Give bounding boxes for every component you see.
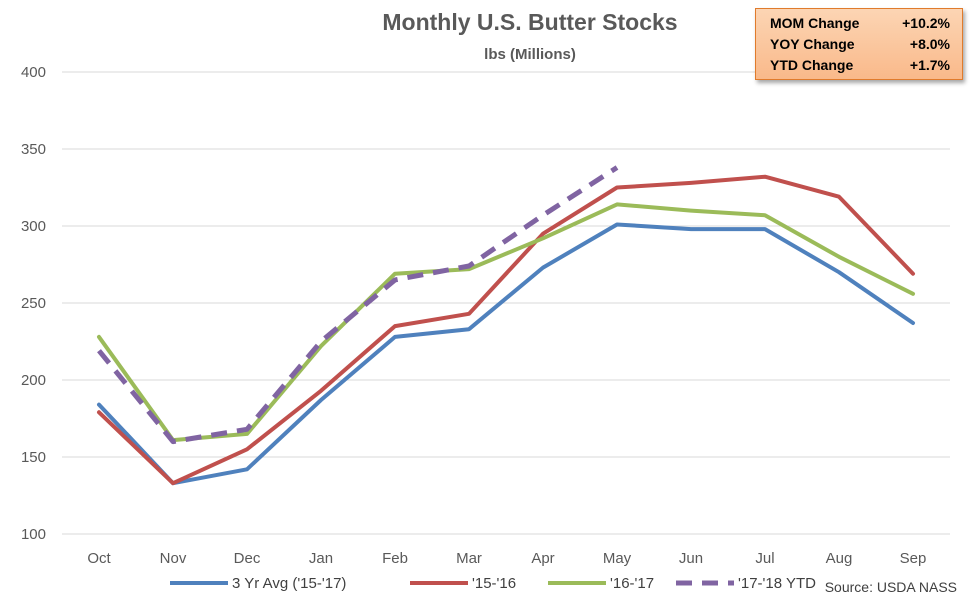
x-tick-label: Sep: [900, 550, 927, 567]
series-line-0: [97, 222, 915, 486]
stat-value: +10.2%: [902, 15, 950, 31]
stat-label: YOY Change: [770, 36, 855, 52]
stat-label: MOM Change: [770, 15, 860, 31]
x-tick-label: Jan: [309, 550, 333, 567]
y-tick-label: 100: [21, 526, 46, 543]
change-stats-box: MOM Change +10.2% YOY Change +8.0% YTD C…: [755, 8, 963, 80]
series-lines: [97, 165, 915, 486]
y-tick-label: 300: [21, 218, 46, 235]
y-tick-label: 250: [21, 295, 46, 312]
stat-row-mom: MOM Change +10.2%: [770, 13, 950, 34]
series-line-2: [97, 202, 915, 443]
stat-row-yoy: YOY Change +8.0%: [770, 34, 950, 55]
series-line-1: [97, 174, 915, 486]
series-line-3: [97, 165, 619, 445]
stat-value: +1.7%: [909, 57, 950, 73]
x-tick-label: Apr: [531, 550, 554, 567]
x-tick-label: Dec: [234, 550, 261, 567]
chart-title: Monthly U.S. Butter Stocks: [382, 9, 677, 35]
chart-subtitle: lbs (Millions): [484, 46, 576, 63]
y-axis-ticks: 100 150 200 250 300 350 400: [21, 64, 46, 543]
legend-label-3: '17-'18 YTD: [738, 575, 816, 592]
legend: 3 Yr Avg ('15-'17) '15-'16 '16-'17 '17-'18 …: [170, 575, 816, 592]
x-axis-ticks: Oct Nov Dec Jan Feb Mar Apr May Jun Jul Aug Sep: [87, 550, 926, 567]
y-tick-label: 400: [21, 64, 46, 81]
x-tick-label: May: [603, 550, 632, 567]
y-tick-label: 150: [21, 449, 46, 466]
x-tick-label: Jun: [679, 550, 703, 567]
x-tick-label: Oct: [87, 550, 111, 567]
x-tick-label: Mar: [456, 550, 482, 567]
y-tick-label: 200: [21, 372, 46, 389]
x-tick-label: Nov: [160, 550, 187, 567]
y-tick-label: 350: [21, 141, 46, 158]
legend-label-0: 3 Yr Avg ('15-'17): [232, 575, 346, 592]
x-tick-label: Jul: [755, 550, 774, 567]
stat-value: +8.0%: [909, 36, 950, 52]
gridlines: [62, 71, 950, 535]
stat-row-ytd: YTD Change +1.7%: [770, 55, 950, 76]
x-tick-label: Feb: [382, 550, 408, 567]
legend-label-2: '16-'17: [610, 575, 654, 592]
source-note: Source: USDA NASS: [825, 579, 957, 595]
legend-label-1: '15-'16: [472, 575, 516, 592]
stat-label: YTD Change: [770, 57, 854, 73]
x-tick-label: Aug: [826, 550, 853, 567]
